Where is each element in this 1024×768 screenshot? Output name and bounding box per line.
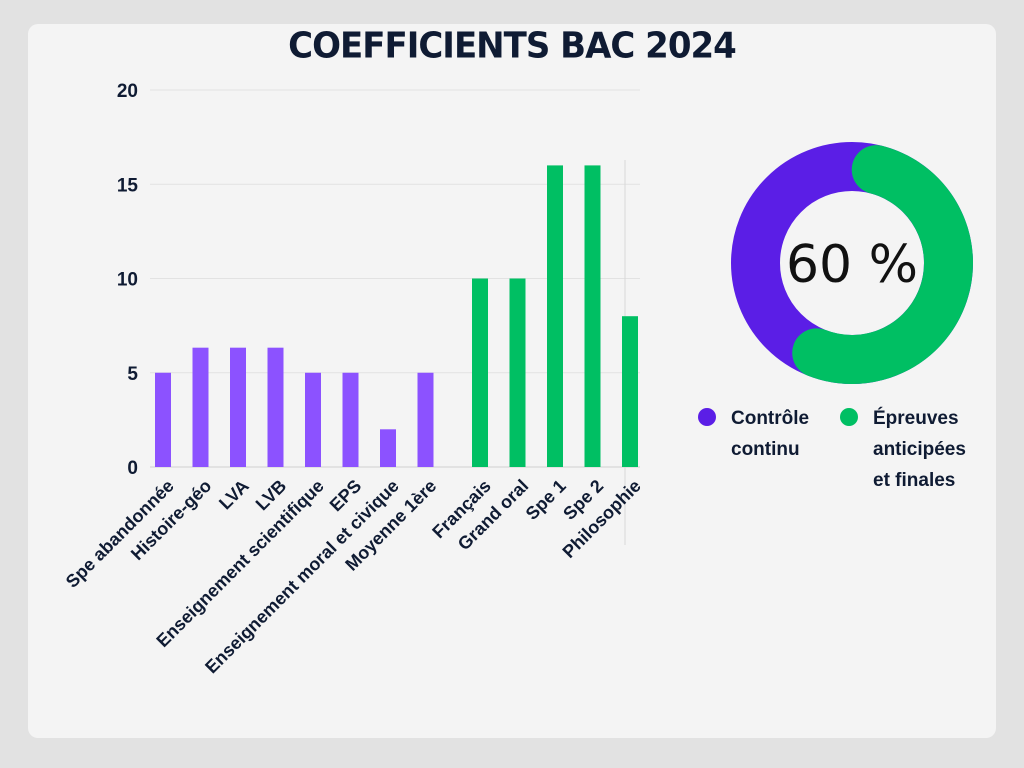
legend-swatch-epreuves <box>840 408 858 426</box>
bar <box>547 165 563 467</box>
bar <box>267 347 284 467</box>
y-tick-label: 10 <box>117 270 138 291</box>
bar <box>230 347 246 467</box>
y-tick-label: 15 <box>117 175 139 196</box>
x-tick-label: LVA <box>215 476 253 514</box>
bar <box>622 316 638 467</box>
x-tick-label: Spe 1 <box>522 476 570 524</box>
y-tick-label: 0 <box>127 458 138 479</box>
legend-label-epreuves: Épreuves anticipées et finales <box>873 408 966 491</box>
bar <box>305 372 321 467</box>
bar <box>380 429 396 467</box>
bar <box>509 278 526 467</box>
bar <box>584 165 601 467</box>
donut-slice-epreuves <box>792 145 973 384</box>
bar <box>472 278 488 467</box>
bar <box>155 372 171 467</box>
bar <box>417 372 434 467</box>
bar <box>342 372 359 467</box>
y-tick-label: 20 <box>117 81 138 102</box>
legend-swatch-controle-continu <box>698 408 716 426</box>
bar <box>192 347 209 467</box>
y-tick-label: 5 <box>127 364 138 385</box>
legend-label-controle-continu: Contrôle continu <box>731 408 810 460</box>
donut-center-label: 60 % <box>786 235 918 295</box>
chart-title: COEFFICIENTS BAC 2024 <box>288 25 737 67</box>
